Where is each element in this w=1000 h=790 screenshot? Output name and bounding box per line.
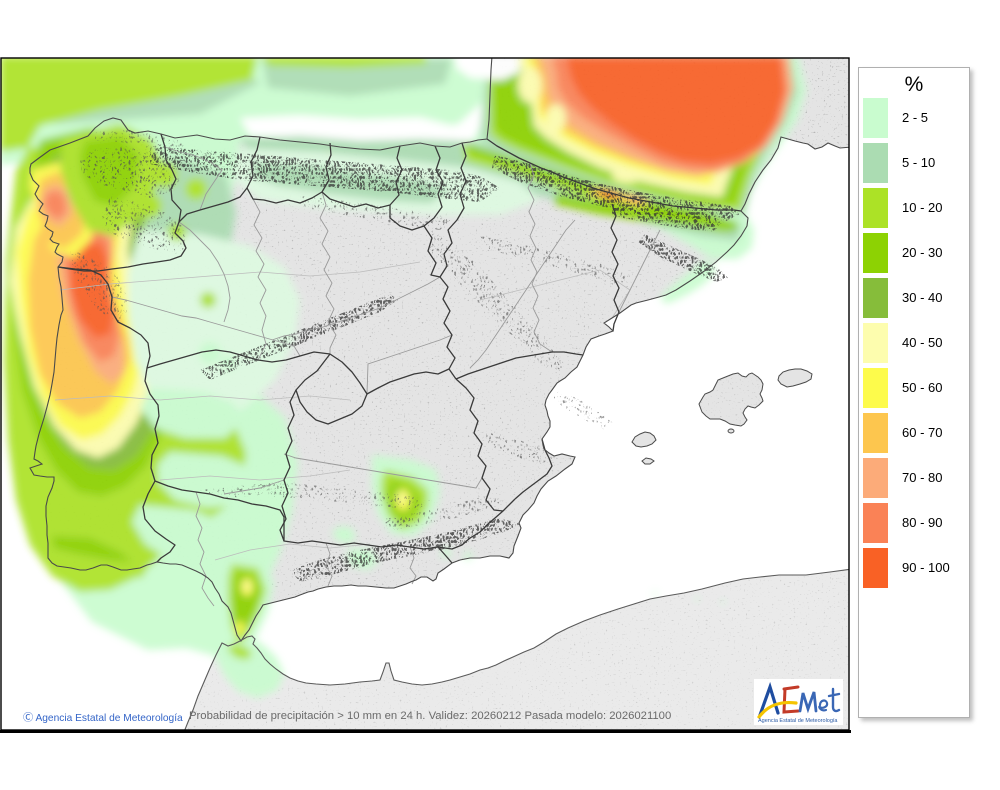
svg-text:Agencia Estatal de Meteorologí: Agencia Estatal de Meteorología — [758, 718, 838, 724]
